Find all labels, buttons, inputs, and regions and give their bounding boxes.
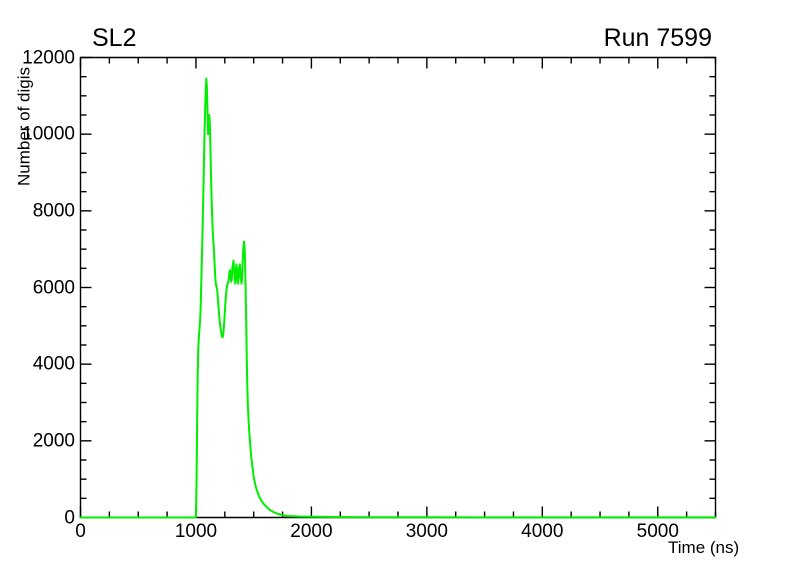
x-tick-label: 4000 (521, 521, 564, 542)
y-tick-label: 6000 (32, 277, 75, 298)
y-tick-label: 2000 (32, 430, 75, 452)
y-tick-label: 8000 (32, 200, 75, 222)
y-tick-label: 12000 (22, 47, 75, 68)
y-tick-label: 10000 (22, 123, 75, 145)
x-tick-label: 3000 (405, 521, 448, 542)
data-series (79, 77, 717, 519)
axis-ticks (79, 56, 717, 519)
x-tick-label: 2000 (290, 521, 333, 542)
y-tick-label: 0 (64, 507, 75, 528)
x-tick-label: 1000 (174, 521, 218, 542)
axes-frame (79, 56, 717, 519)
x-tick-label: 0 (75, 521, 86, 542)
series-line-0 (79, 77, 717, 519)
x-tick-label: 5000 (636, 521, 679, 542)
x-axis-title: Time (ns) (668, 538, 740, 557)
run-label: Run 7599 (603, 24, 712, 52)
pad-title: SL2 (92, 24, 137, 52)
y-tick-label: 4000 (32, 353, 75, 375)
